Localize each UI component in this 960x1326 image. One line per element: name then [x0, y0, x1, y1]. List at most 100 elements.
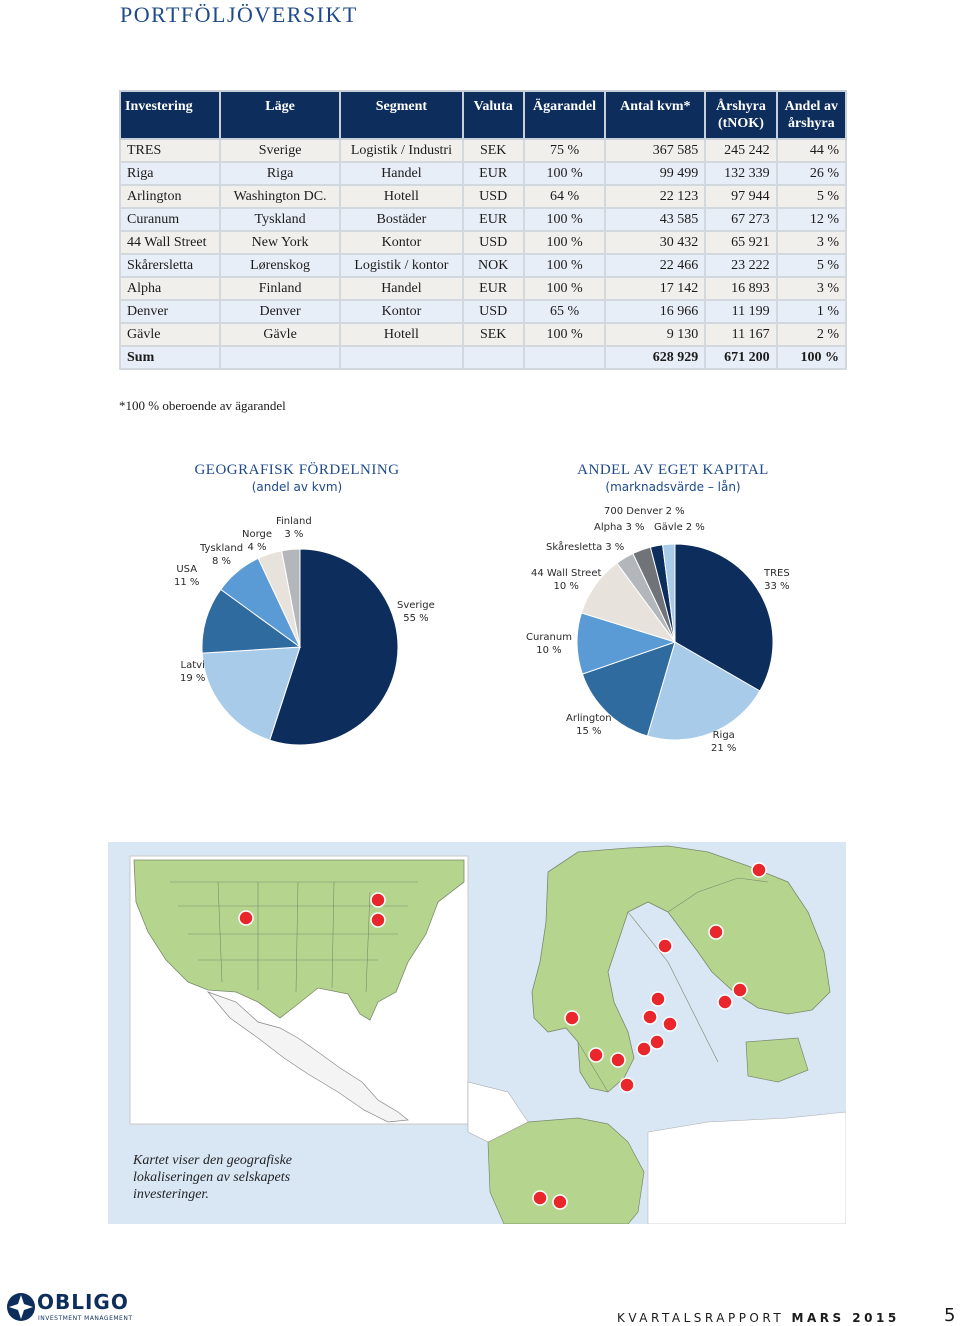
table-cell: USD	[461, 230, 525, 255]
table-cell: 75 %	[522, 138, 607, 163]
header-andel: Andel av årshyra	[775, 90, 848, 140]
table-cell: 11 167	[704, 322, 778, 347]
slice-label-value: 55 %	[403, 613, 429, 624]
sum-cell: 100 %	[775, 345, 848, 370]
slice-label: Gävle 2 %	[654, 521, 705, 534]
table-cell: 132 339	[704, 161, 778, 186]
page-title: PORTFÖLJÖVERSIKT	[120, 2, 358, 27]
sum-cell	[218, 345, 342, 370]
table-cell: 97 944	[704, 184, 778, 209]
table-cell: 22 466	[604, 253, 707, 278]
pie-slice-riga	[646, 641, 761, 741]
marker-new-york	[370, 892, 386, 908]
sum-cell: 628 929	[604, 345, 707, 370]
slice-label: Curanum 10 %	[526, 631, 572, 657]
table-cell: 5 %	[775, 253, 848, 278]
logo-name: OBLIGO	[37, 1290, 129, 1314]
slice-label: TRES 33 %	[764, 567, 790, 593]
table-cell: Sverige	[218, 138, 342, 163]
table-cell: 99 499	[604, 161, 707, 186]
table-cell: Handel	[339, 161, 464, 186]
sum-cell	[461, 345, 525, 370]
table-cell: 17 142	[604, 276, 707, 301]
table-cell: 11 199	[704, 299, 778, 324]
table-cell: NOK	[461, 253, 525, 278]
slice-label-name: 44 Wall Street	[531, 568, 602, 579]
marker-map	[552, 1194, 568, 1210]
table-cell: Washington DC.	[218, 184, 342, 209]
page-number: 5	[944, 1305, 956, 1326]
table-row: Gävle Gävle Hotell SEK 100 % 9 130 11 167 2 %	[119, 322, 848, 347]
report-period: MARS 2015	[791, 1311, 900, 1325]
table-cell: Finland	[218, 276, 342, 301]
slice-label-value: 19 %	[180, 673, 206, 684]
investment-map	[108, 842, 846, 1224]
table-cell: Kontor	[339, 299, 464, 324]
table-cell: 65 921	[704, 230, 778, 255]
slice-label-name: Gävle	[654, 522, 683, 533]
table-cell: Riga	[218, 161, 342, 186]
table-cell: 23 222	[704, 253, 778, 278]
table-cell: 30 432	[604, 230, 707, 255]
table-cell: Alpha	[119, 276, 221, 301]
geo-chart-subtitle: (andel av kvm)	[251, 480, 343, 494]
latvia-land	[745, 1037, 809, 1083]
table-header-row: Investering Läge Segment Valuta Ägarande…	[119, 90, 848, 140]
table-row: 44 Wall Street New York Kontor USD 100 % 30 4…	[119, 230, 848, 255]
slice-label-value: 11 %	[174, 577, 200, 588]
table-cell: New York	[218, 230, 342, 255]
slice-label-name: Alpha	[594, 522, 623, 533]
table-cell: 44 %	[775, 138, 848, 163]
slice-label-name: Tyskland	[200, 543, 244, 554]
slice-label: Finland 3 %	[276, 515, 312, 541]
sum-cell	[522, 345, 607, 370]
table-cell: EUR	[461, 207, 525, 232]
table-cell: 5 %	[775, 184, 848, 209]
slice-label-value: 3 %	[284, 529, 304, 540]
slice-label: 44 Wall Street 10 %	[531, 567, 601, 593]
sum-cell: 671 200	[704, 345, 778, 370]
table-cell: 12 %	[775, 207, 848, 232]
table-cell: Denver	[218, 299, 342, 324]
table-cell: SEK	[461, 138, 525, 163]
map-caption-line: lokaliseringen av selskapets	[133, 1170, 291, 1185]
marker-map	[588, 1047, 604, 1063]
property-markers	[238, 862, 767, 1210]
table-cell: 100 %	[522, 276, 607, 301]
sum-cell	[339, 345, 464, 370]
table-row: TRES Sverige Logistik / Industri SEK 75 % 367…	[119, 138, 848, 163]
slice-label-name: Sverige	[397, 600, 435, 611]
marker-map	[642, 1009, 658, 1025]
table-sum-row: Sum 628 929 671 200 100 %	[119, 345, 848, 370]
header-agarandel: Ägarandel	[522, 90, 607, 140]
pie-slice-g-vle	[662, 543, 676, 643]
slice-label: Norge 4 %	[242, 528, 272, 554]
table-cell: 245 242	[704, 138, 778, 163]
map-graphic	[108, 842, 846, 1224]
table-cell: 3 %	[775, 276, 848, 301]
slice-label-name: Skåresletta	[546, 542, 603, 553]
table-cell: EUR	[461, 276, 525, 301]
slice-label-value: 21 %	[711, 743, 737, 754]
slice-label-name: Arlington	[566, 713, 612, 724]
pie-slice-arlington	[581, 641, 676, 737]
slice-label-value: 10 %	[536, 645, 562, 656]
marker-skarersletta	[564, 1010, 580, 1026]
table-cell: Tyskland	[218, 207, 342, 232]
table-cell: Riga	[119, 161, 221, 186]
table-cell: 100 %	[522, 253, 607, 278]
header-valuta: Valuta	[461, 90, 525, 140]
equity-chart-title: ANDEL AV EGET KAPITAL	[577, 462, 769, 478]
slice-label-value: 3 %	[605, 542, 625, 553]
mexico-land	[206, 991, 409, 1123]
marker-map	[532, 1190, 548, 1206]
table-row: Curanum Tyskland Bostäder EUR 100 % 43 585 67 …	[119, 207, 848, 232]
table-cell: Lørenskog	[218, 253, 342, 278]
table-cell: TRES	[119, 138, 221, 163]
slice-label-name: Curanum	[526, 632, 572, 643]
header-investering: Investering	[119, 90, 221, 140]
nordic-land	[531, 845, 831, 1093]
slice-label-name: Riga	[712, 730, 735, 741]
slice-label-value: 33 %	[764, 581, 790, 592]
slice-label: Tyskland 8 %	[200, 542, 243, 568]
